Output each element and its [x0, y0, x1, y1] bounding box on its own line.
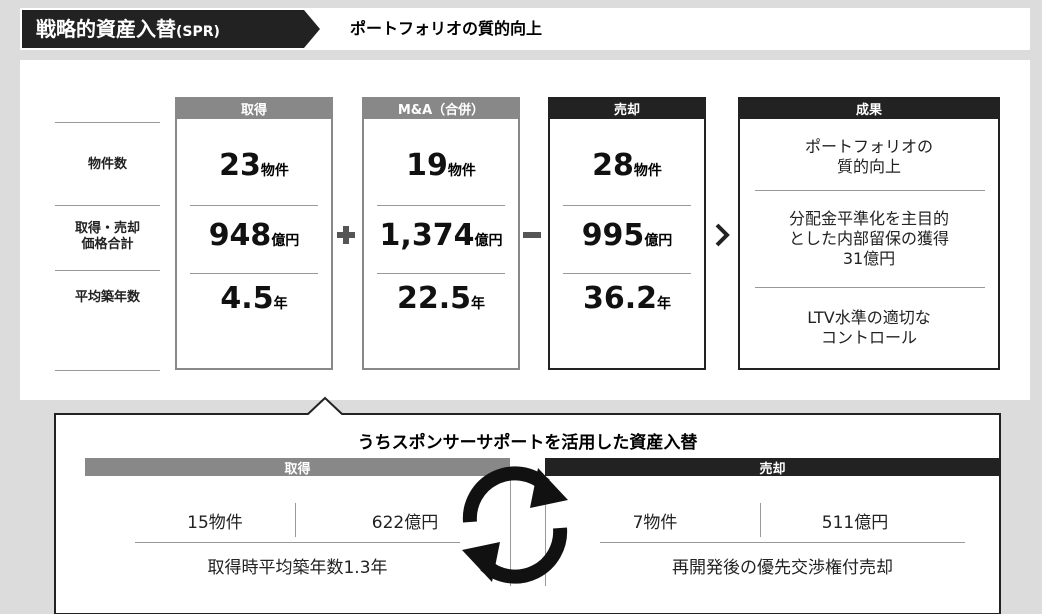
cell-unit: 年 — [471, 296, 486, 312]
header-tag-shape — [22, 10, 320, 48]
disp-amount: 511億円 — [821, 512, 889, 533]
acq-amount: 622億円 — [371, 512, 439, 533]
header-tag: 戦略的資産入替(SPR) — [36, 10, 220, 48]
column-header: M&A（合併） — [362, 97, 520, 119]
row-label: 取得・売却 価格合計 — [74, 221, 140, 252]
cell-unit: 億円 — [644, 233, 673, 249]
results-box — [738, 118, 1000, 370]
cell-value: 995 — [581, 218, 645, 253]
cell-unit: 億円 — [271, 233, 300, 249]
cell-unit: 物件 — [633, 163, 662, 179]
cell: 4.5 年 — [175, 273, 333, 329]
cell-value: 19 — [406, 148, 448, 183]
row-label: 物件数 — [87, 157, 127, 172]
cell-value: 28 — [592, 148, 634, 183]
column-header: 売却 — [548, 97, 706, 119]
cell: 995 億円 — [548, 210, 706, 266]
separator — [377, 205, 505, 206]
cell: 19 物件 — [362, 140, 520, 196]
cell-unit: 物件 — [260, 163, 289, 179]
sponsor-title: うちスポンサーサポートを活用した資産入替 — [357, 432, 698, 453]
cell: 23 物件 — [175, 140, 333, 196]
result-item: LTV水準の適切な コントロール — [807, 308, 931, 347]
cell: 36.2 年 — [548, 273, 706, 329]
separator — [563, 273, 691, 274]
cycle-arrows — [462, 466, 568, 584]
result-item: ポートフォリオの 質的向上 — [804, 137, 933, 176]
results-header: 成果 — [738, 97, 1000, 119]
column-box — [175, 118, 333, 370]
column-header: 取得 — [175, 97, 333, 119]
cell-unit: 年 — [273, 296, 288, 312]
acq-header: 取得 — [85, 458, 510, 477]
cell-value: 4.5 — [220, 281, 274, 316]
chevron-icon — [715, 223, 730, 247]
minus-icon — [523, 232, 541, 238]
cell-unit: 物件 — [447, 163, 476, 179]
cell: 28 物件 — [548, 140, 706, 196]
row-label: 平均築年数 — [74, 290, 140, 305]
separator — [190, 273, 318, 274]
acq-count: 15物件 — [187, 512, 243, 533]
sponsor-frame — [54, 396, 1001, 614]
cell: 948 億円 — [175, 210, 333, 266]
header-title: ポートフォリオの質的向上 — [350, 19, 543, 38]
column-box — [362, 118, 520, 370]
cell-value: 948 — [208, 218, 272, 253]
cell-value: 1,374 — [379, 218, 475, 253]
plus-icon — [337, 226, 355, 244]
result-item: 分配金平準化を主目的 とした内部留保の獲得 31億円 — [788, 209, 949, 268]
cell-unit: 億円 — [474, 233, 503, 249]
cell-value: 36.2 — [582, 281, 658, 316]
cell-value: 22.5 — [396, 281, 472, 316]
separator — [190, 205, 318, 206]
cell-value: 23 — [219, 148, 261, 183]
cell-unit: 年 — [657, 296, 672, 312]
disp-note: 再開発後の優先交渉権付売却 — [672, 557, 893, 578]
separator — [563, 205, 691, 206]
cell: 22.5 年 — [362, 273, 520, 329]
column-box — [548, 118, 706, 370]
tag-sub: (SPR) — [176, 24, 220, 40]
acq-note: 取得時平均築年数1.3年 — [207, 557, 388, 578]
disp-header: 売却 — [545, 458, 1000, 477]
tag-text: 戦略的資産入替 — [36, 17, 176, 41]
disp-count: 7物件 — [632, 512, 678, 533]
cell: 1,374 億円 — [362, 210, 520, 266]
separator — [377, 273, 505, 274]
